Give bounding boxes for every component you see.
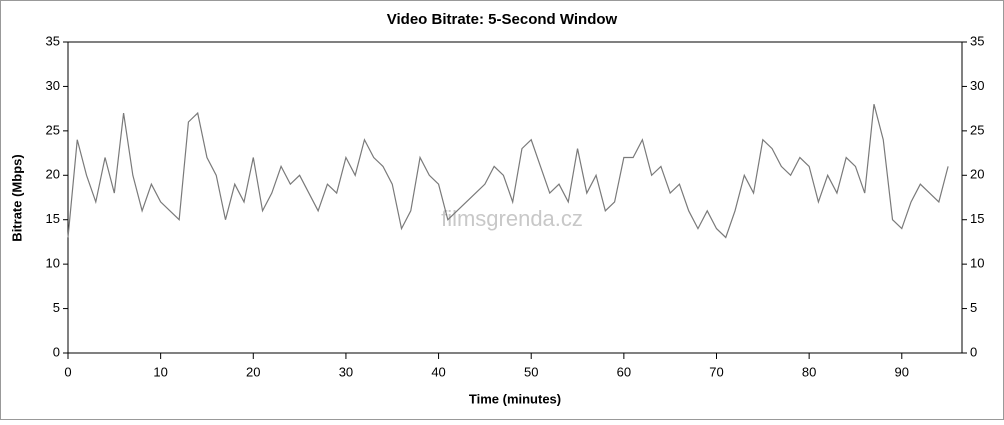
x-tick-label: 90 <box>895 364 909 379</box>
x-tick-label: 60 <box>617 364 631 379</box>
x-tick-label: 10 <box>153 364 167 379</box>
y2-tick-label: 20 <box>970 167 984 182</box>
y2-tick-label: 0 <box>970 344 977 359</box>
y-tick-label: 30 <box>46 78 60 93</box>
x-tick-label: 0 <box>64 364 71 379</box>
y2-tick-label: 30 <box>970 78 984 93</box>
y-tick-label: 15 <box>46 211 60 226</box>
x-tick-label: 30 <box>339 364 353 379</box>
watermark: filmsgrenda.cz <box>441 206 583 231</box>
y2-tick-label: 35 <box>970 33 984 48</box>
chart-title: Video Bitrate: 5-Second Window <box>387 11 618 28</box>
y-tick-label: 35 <box>46 33 60 48</box>
y2-tick-label: 25 <box>970 122 984 137</box>
x-tick-label: 20 <box>246 364 260 379</box>
x-tick-label: 40 <box>431 364 445 379</box>
x-tick-label: 50 <box>524 364 538 379</box>
plot-area <box>67 41 963 354</box>
y-tick-label: 25 <box>46 122 60 137</box>
x-tick-label: 80 <box>802 364 816 379</box>
x-axis-label: Time (minutes) <box>469 391 561 406</box>
y-tick-label: 10 <box>46 256 60 271</box>
data-line <box>67 104 949 239</box>
x-tick-label: 70 <box>709 364 723 379</box>
y-tick-label: 5 <box>53 300 60 315</box>
y2-tick-label: 15 <box>970 211 984 226</box>
y2-tick-label: 5 <box>970 300 977 315</box>
y-tick-label: 0 <box>53 344 60 359</box>
y2-tick-label: 10 <box>970 256 984 271</box>
y-axis-label: Bitrate (Mbps) <box>9 154 24 241</box>
y-tick-label: 20 <box>46 167 60 182</box>
